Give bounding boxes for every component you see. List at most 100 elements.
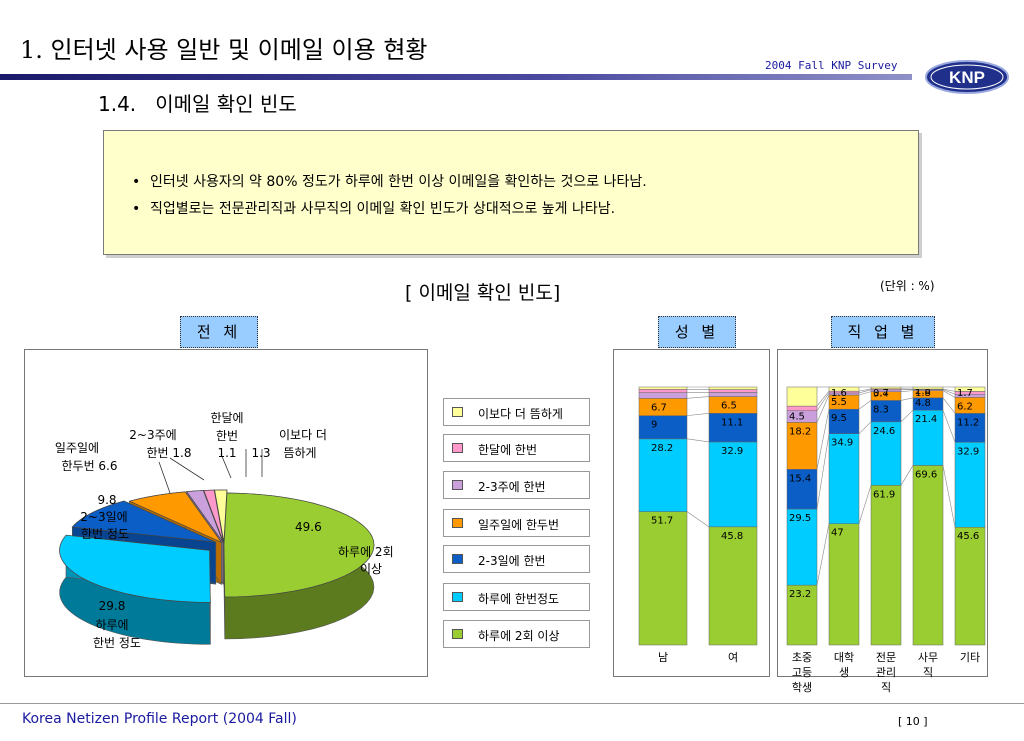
bar-connector-line [858, 485, 872, 524]
bar-segment [954, 442, 986, 528]
bar-segment [786, 422, 818, 470]
legend-item: 이보다 더 뜸하게 [443, 398, 590, 426]
bar-connector-line [858, 421, 872, 434]
legend-swatch [452, 592, 463, 602]
legend-item: 2-3일에 한번 [443, 545, 590, 573]
legend-swatch [452, 518, 463, 528]
bar-category-label: 생 [839, 666, 849, 679]
bar-segment [954, 526, 986, 646]
bar-segment [828, 433, 860, 524]
bar-segment [828, 523, 860, 646]
bar-value-label: 51.7 [651, 516, 673, 527]
bar-value-label: 24.6 [873, 426, 895, 437]
bar-category-label: 기타 [960, 651, 980, 664]
pie-label-s1-line2: 이상 [360, 562, 383, 576]
survey-label: 2004 Fall KNP Survey [765, 59, 898, 72]
legend-swatch [452, 554, 463, 564]
bar-connector-line [816, 523, 830, 586]
bar-segment [786, 386, 818, 407]
bar-category-label: 전문 [876, 651, 896, 664]
bar-connector-line [858, 391, 872, 396]
pie-label-s3-value: 9.8 [97, 493, 117, 507]
bar-segment [638, 438, 688, 512]
bar-connector-line [900, 465, 914, 486]
bar-segment [912, 386, 944, 390]
section-title: 1.4. 이메일 확인 빈도 [98, 92, 297, 116]
bar-segment [954, 413, 986, 443]
bar-value-label: 8.3 [873, 404, 889, 415]
bar-value-label: 9.5 [831, 413, 847, 424]
bar-connector-line [858, 400, 872, 410]
bar-value-label: 45.8 [721, 531, 743, 542]
legend-item: 하루에 2회 이상 [443, 620, 590, 648]
bar-connector-line [900, 410, 914, 423]
pie-label-s1-line1: 하루에 2회 [338, 545, 394, 559]
tab-total: 전 체 [180, 316, 258, 348]
bar-category-label: 대학 [834, 651, 854, 664]
bar-segment [786, 469, 818, 510]
pie-label-s3-line2: 한번 정도 [81, 527, 129, 541]
bar-category-label: 여 [728, 651, 738, 664]
bar-value-label: 6.7 [651, 402, 667, 413]
legend-item: 2-3주에 한번 [443, 471, 590, 499]
pie-slice [203, 489, 224, 543]
bar-category-label: 학생 [792, 681, 812, 694]
legend-swatch [452, 407, 463, 417]
bar-segment [638, 386, 688, 390]
legend-item: 하루에 한번정도 [443, 583, 590, 611]
footer-rule [0, 703, 1024, 704]
pie-label-s5-line2: 한번 1.8 [146, 446, 192, 460]
footer-report-name: Korea Netizen Profile Report (2004 Fall) [22, 711, 297, 727]
pie-label-s7-line1: 이보다 더 [279, 428, 327, 442]
pie-slice [59, 534, 211, 603]
legend-label: 일주일에 한두번 [478, 518, 560, 532]
bar-value-label: 11.1 [721, 417, 743, 428]
bar-connector-line [858, 389, 872, 394]
bar-value-label: 32.9 [721, 446, 743, 457]
bar-connector-line [900, 397, 914, 401]
bar-value-label: 6.5 [721, 401, 737, 412]
tab-gender: 성 별 [658, 316, 736, 348]
bar-value-label: 3.4 [873, 388, 889, 399]
summary-bullet-2: 직업별로는 전문관리직과 사무직의 이메일 확인 빈도가 상대적으로 높게 나타… [132, 196, 647, 223]
legend-label: 이보다 더 뜸하게 [478, 407, 563, 421]
bar-connector-line [816, 390, 830, 407]
bar-value-label: 6.2 [957, 401, 973, 412]
bar-connector-line [816, 409, 830, 470]
bar-value-label: 32.9 [957, 446, 979, 457]
pie-label-s6-line2: 한번 [215, 429, 239, 443]
legend-label: 한달에 한번 [478, 443, 538, 457]
summary-box: 인터넷 사용자의 약 80% 정도가 하루에 한번 이상 이메일을 확인하는 것… [103, 130, 919, 255]
bar-connector-line [942, 388, 956, 392]
bar-segment [786, 508, 818, 586]
summary-bullet-1: 인터넷 사용자의 약 80% 정도가 하루에 한번 이상 이메일을 확인하는 것… [132, 169, 647, 196]
chart-title: [ 이메일 확인 빈도] [405, 282, 561, 304]
pie-label-s1-value: 49.6 [295, 520, 322, 534]
pie-slice [128, 491, 223, 544]
bar-value-label: 15.4 [789, 473, 811, 484]
bar-segment [638, 511, 688, 646]
bar-connector-line [686, 413, 710, 416]
pie-label-s4-line2: 한두번 6.6 [61, 459, 118, 473]
pie-slice [186, 490, 224, 543]
legend-swatch [452, 480, 463, 490]
bar-connector-line [942, 465, 956, 528]
tab-job: 직 업 별 [831, 316, 935, 348]
bar-segment [828, 386, 860, 392]
bar-value-label: 61.9 [873, 489, 895, 500]
bar-segment [786, 405, 818, 411]
bar-value-label: 47 [831, 528, 844, 539]
bar-connector-line [816, 394, 830, 423]
bar-value-label: 45.6 [957, 531, 979, 542]
pie-slice [214, 489, 228, 543]
pie-leader-line [220, 453, 232, 479]
bar-value-label: 23.2 [789, 589, 811, 600]
bar-segment [708, 389, 758, 393]
bar-connector-line [686, 438, 710, 443]
pie-label-s7-line2: 뜸하게 [283, 446, 317, 460]
bar-category-label: 사무 [918, 651, 938, 664]
bar-category-label: 직 [923, 666, 933, 679]
logo-text: KNP [949, 68, 985, 87]
bar-connector-line [942, 410, 956, 443]
bar-connector-line [858, 388, 872, 392]
